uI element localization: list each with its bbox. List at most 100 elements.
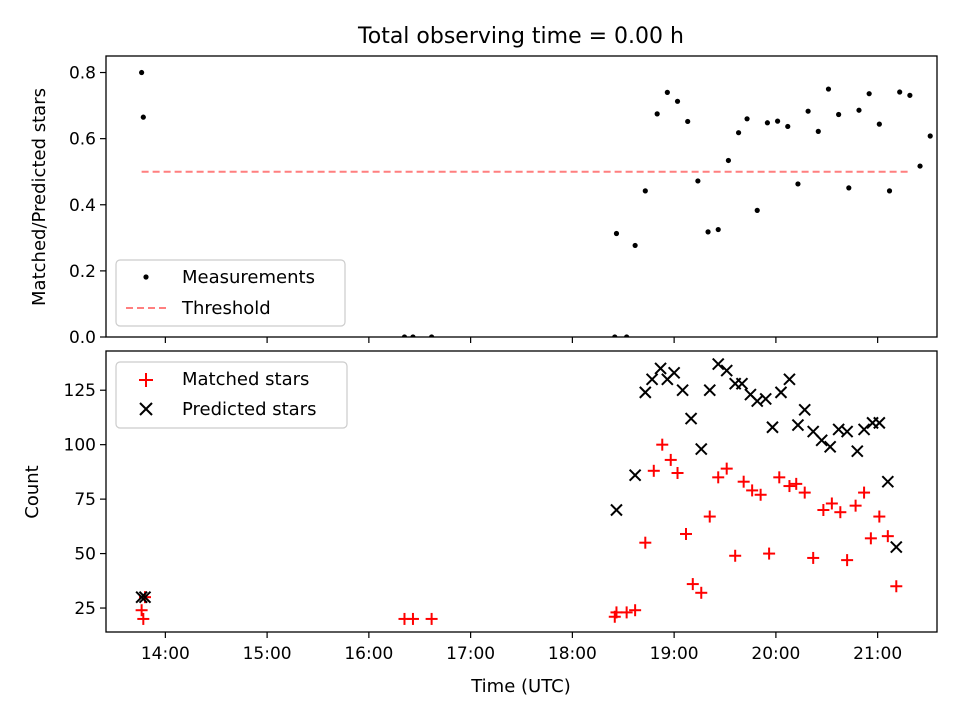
count-legend: Matched stars Predicted stars: [115, 361, 348, 429]
predicted-stars-legend-label: Predicted stars: [182, 399, 316, 420]
measurement-point: [846, 185, 852, 191]
matched-stars-point: [610, 606, 623, 619]
matched-stars-point: [849, 499, 862, 512]
measurement-point: [917, 163, 923, 169]
matched-stars-point: [647, 464, 660, 477]
matched-stars-point: [686, 578, 699, 591]
count-y-tick-label: 75: [74, 490, 96, 510]
predicted-stars-point: [791, 418, 805, 432]
matched-stars-legend-marker: [139, 373, 153, 387]
matched-stars-point: [834, 506, 847, 519]
predicted-stars-point: [873, 416, 886, 430]
count-x-axis: 14:00 15:00 16:00 17:00 18:00 19:00 20:00 21:00: [141, 632, 902, 664]
matched-stars-point: [864, 532, 877, 545]
ratio-marks: [139, 69, 933, 337]
threshold-legend-label: Threshold: [181, 298, 271, 319]
predicted-stars-point: [840, 425, 854, 438]
predicted-stars-point: [628, 468, 642, 482]
measurement-point: [735, 130, 742, 136]
predicted-stars-point: [135, 590, 148, 604]
predicted-stars-point: [695, 442, 708, 456]
matched-stars-point: [890, 580, 903, 593]
matched-stars-point: [406, 612, 419, 625]
count-y-tick-label: 25: [74, 599, 96, 619]
count-y-tick-label: 100: [64, 436, 96, 456]
predicted-stars-point: [720, 364, 733, 377]
predicted-stars-point: [676, 384, 689, 397]
matched-stars-point: [629, 604, 642, 617]
measurement-point: [695, 178, 701, 184]
measurement-point: [664, 89, 670, 95]
ratio-plot-area: [139, 69, 933, 337]
matched-stars-point: [720, 462, 733, 475]
count-plot-area: [135, 357, 903, 625]
measurement-point: [139, 69, 145, 76]
predicted-stars-point: [823, 440, 837, 454]
measurement-point: [866, 91, 872, 97]
matched-stars-point: [712, 471, 725, 484]
ratio-legend: Measurements Threshold: [115, 259, 346, 327]
matched-stars-point: [873, 510, 886, 523]
measurement-point: [685, 118, 691, 125]
matched-stars-point: [790, 477, 803, 490]
ratio-y-tick-label: 0.0: [69, 328, 96, 348]
measurement-point: [897, 89, 903, 95]
measurement-point: [140, 114, 146, 120]
predicted-stars-point: [703, 384, 716, 397]
matched-stars-point: [620, 606, 633, 619]
measurement-point: [856, 107, 862, 113]
predicted-stars-point: [684, 412, 698, 425]
matched-stars-point: [425, 612, 438, 625]
x-tick-label: 21:00: [853, 644, 902, 664]
count-y-tick-label: 50: [74, 545, 96, 565]
measurement-point: [836, 111, 842, 118]
measurement-point: [876, 121, 882, 127]
ratio-x-ticks: [164, 337, 879, 343]
matched-stars-point: [858, 486, 871, 499]
predicted-stars-point: [890, 540, 903, 554]
x-tick-label: 14:00: [141, 644, 190, 664]
matched-stars-point: [773, 471, 786, 484]
ratio-y-axis-label: Matched/Predicted stars: [29, 88, 50, 306]
measurement-point: [715, 226, 721, 233]
matched-stars-point: [746, 484, 759, 497]
measurement-point: [764, 120, 771, 126]
matched-stars-point: [817, 504, 830, 517]
x-axis-label: Time (UTC): [470, 676, 571, 697]
count-marks: [135, 357, 903, 625]
matched-stars-point: [695, 586, 708, 599]
ratio-panel: 0.00.20.40.60.8 Matched/Predicted stars …: [29, 55, 938, 348]
predicted-stars-point: [857, 423, 871, 436]
ratio-y-axis: 0.0 0.2 0.4 0.6 0.8: [69, 64, 106, 348]
predicted-stars-point: [881, 475, 895, 488]
measurement-point: [774, 118, 781, 124]
predicted-stars-point: [138, 590, 152, 604]
matched-stars-point: [807, 551, 820, 564]
measurement-point: [886, 188, 893, 194]
measurement-point: [907, 92, 913, 98]
predicted-stars-point: [667, 366, 681, 379]
measurement-point: [613, 230, 620, 237]
matched-stars-point: [656, 438, 669, 451]
x-tick-label: 16:00: [344, 644, 393, 664]
x-tick-label: 15:00: [243, 644, 292, 664]
predicted-stars-point: [783, 373, 796, 386]
predicted-stars-point: [645, 373, 659, 386]
matched-stars-point: [881, 530, 894, 543]
matched-stars-legend-label: Matched stars: [182, 369, 309, 390]
predicted-stars-point: [639, 386, 652, 399]
measurement-point: [632, 242, 638, 249]
measurement-point: [674, 98, 681, 104]
predicted-stars-point: [851, 444, 864, 458]
matched-stars-point: [703, 510, 716, 523]
predicted-stars-point: [774, 386, 788, 399]
count-y-axis: 25 50 75 100 125: [64, 381, 106, 619]
matched-stars-point: [798, 486, 811, 499]
matched-stars-point: [137, 612, 150, 625]
matched-stars-point: [825, 497, 838, 510]
predicted-stars-point: [815, 434, 828, 447]
ratio-y-tick-label: 0.6: [69, 130, 96, 150]
measurement-point: [754, 207, 760, 213]
